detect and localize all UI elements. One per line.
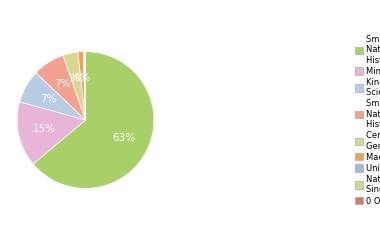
Wedge shape (33, 52, 154, 188)
Wedge shape (36, 55, 86, 120)
Text: 63%: 63% (112, 133, 136, 143)
Wedge shape (63, 52, 86, 120)
Wedge shape (17, 102, 85, 164)
Text: 0%: 0% (74, 73, 91, 83)
Text: 7%: 7% (54, 79, 71, 89)
Text: 15%: 15% (33, 124, 55, 134)
Wedge shape (83, 52, 86, 120)
Text: 7%: 7% (40, 94, 57, 104)
Wedge shape (84, 52, 86, 120)
Wedge shape (20, 73, 86, 120)
Text: 3%: 3% (68, 74, 84, 84)
Wedge shape (78, 52, 86, 120)
Legend: Smithsonian Institution,
National Museum of Natural
Histo... [253], Mined from G: Smithsonian Institution, National Museum… (355, 35, 380, 205)
